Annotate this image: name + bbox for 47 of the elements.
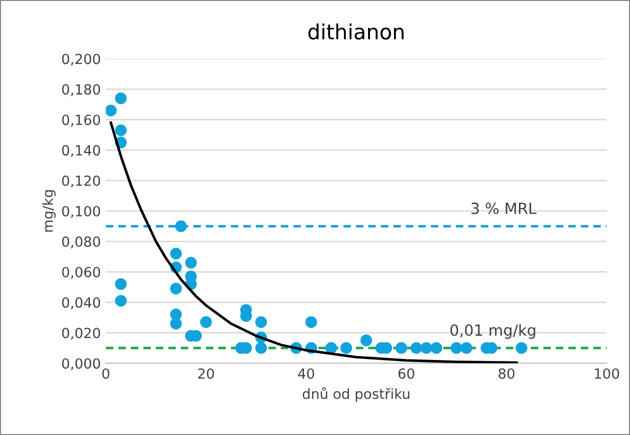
point [255, 342, 267, 354]
y-tick-label: 0,160 [62, 114, 100, 127]
point [430, 342, 442, 354]
x-tick-label: 40 [298, 368, 314, 379]
point [170, 248, 182, 260]
y-tick-label: 0,120 [62, 175, 100, 188]
point [420, 342, 432, 354]
point [170, 308, 182, 320]
point [115, 278, 127, 290]
x-tick-label: 20 [198, 368, 214, 379]
y-tick-label: 0,140 [62, 145, 100, 157]
ref-line-label: 3 % MRL [471, 202, 536, 214]
x-tick-label: 100 [594, 368, 620, 379]
point [170, 282, 182, 294]
x-axis-title: dnů od postřiku [302, 387, 410, 402]
point [340, 342, 352, 354]
point [185, 256, 197, 269]
x-tick-label: 0 [102, 368, 110, 379]
point [115, 294, 127, 307]
y-tick-label: 0,180 [62, 84, 100, 96]
y-tick-label: 0,020 [62, 328, 100, 340]
y-tick-label: 0,000 [62, 358, 100, 370]
x-tick-label: 80 [498, 368, 514, 379]
y-tick-label: 0,040 [62, 297, 100, 310]
y-tick-label: 0,100 [62, 206, 100, 218]
chart-title: dithianon [308, 23, 404, 40]
point [106, 104, 117, 116]
ref-line-label: 0,01 mg/kg [450, 324, 536, 339]
point [450, 342, 462, 354]
point [255, 316, 267, 328]
point [516, 342, 528, 354]
point [170, 318, 182, 330]
y-tick-label: 0,060 [62, 266, 100, 279]
point [305, 316, 318, 328]
y-tick-label: 0,080 [62, 236, 100, 248]
point [395, 342, 408, 354]
point [360, 334, 372, 346]
point [410, 342, 422, 354]
point [325, 342, 338, 354]
y-axis-title: mg/kg [42, 190, 56, 232]
y-tick-label: 0,200 [62, 54, 100, 66]
point [115, 92, 127, 104]
point [460, 342, 472, 354]
point [115, 124, 127, 136]
point [200, 316, 212, 328]
point [175, 220, 187, 232]
x-tick-label: 60 [398, 368, 414, 379]
